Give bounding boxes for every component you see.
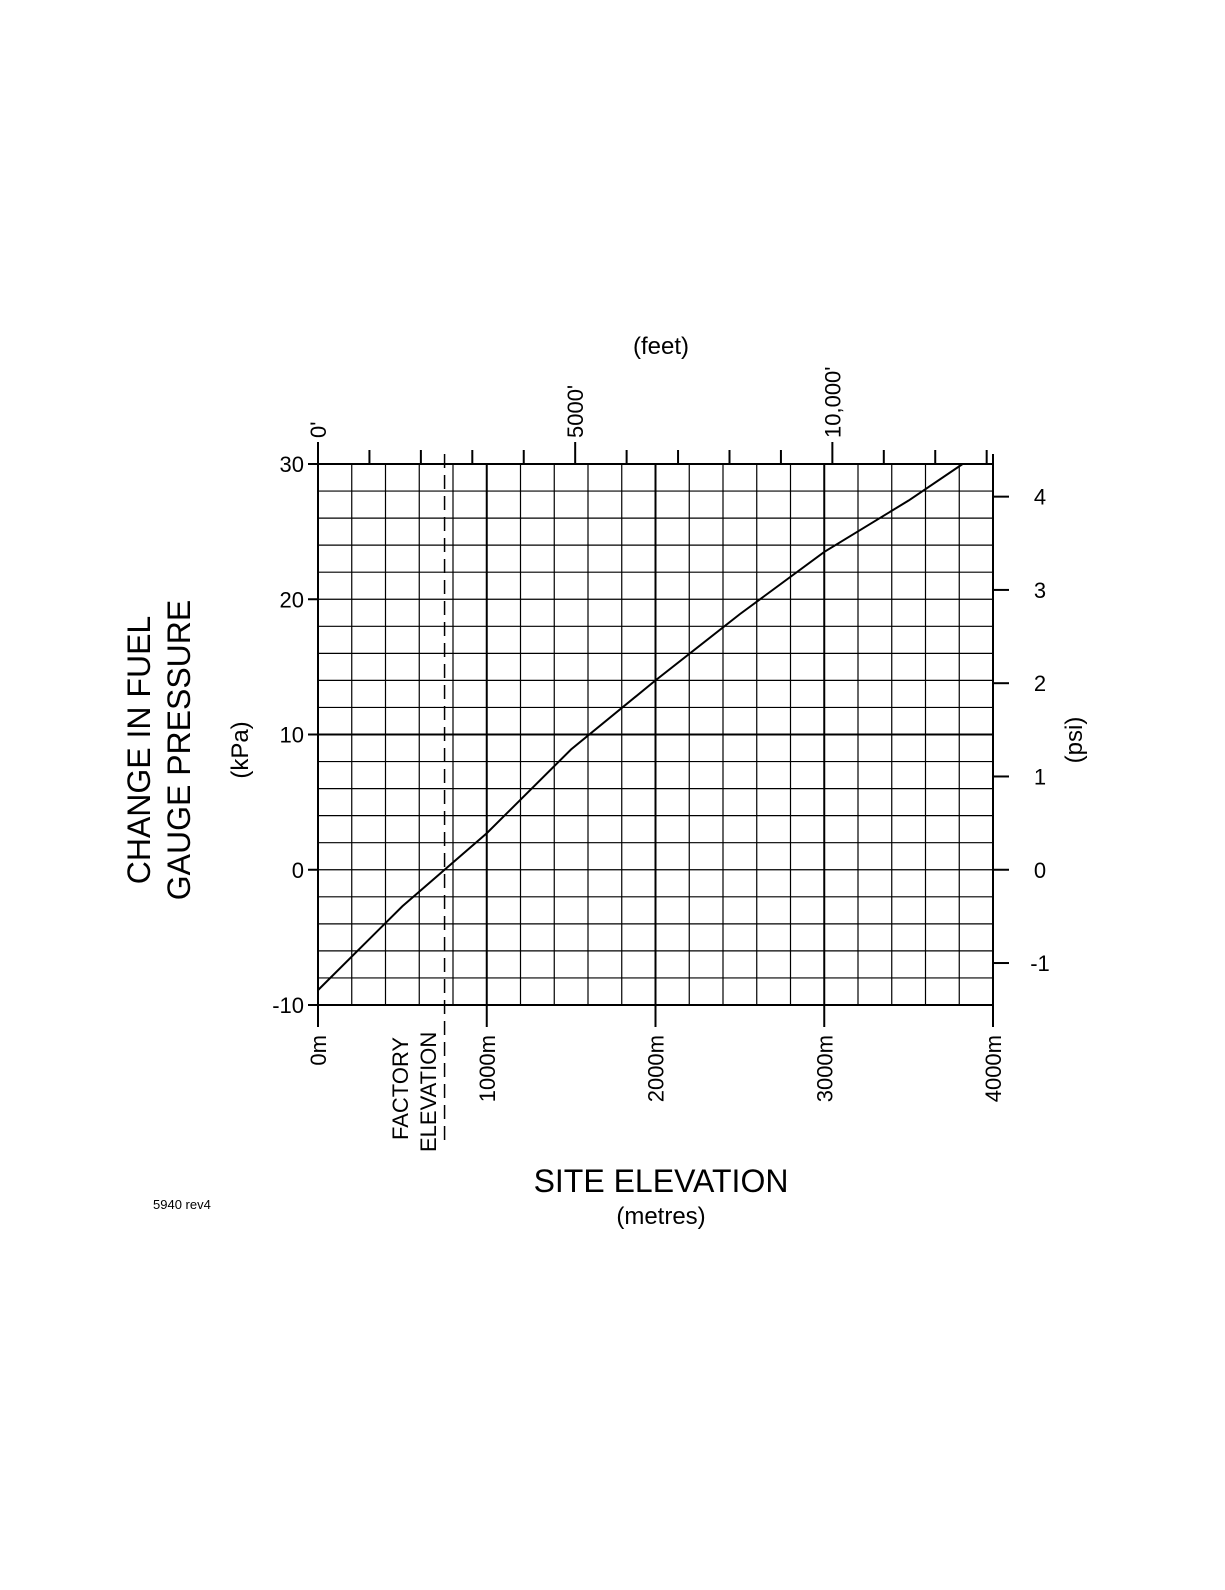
y-label: CHANGE IN FUEL [121, 616, 157, 884]
y-tick-label: 20 [280, 587, 304, 612]
x-tick-label: 1000m [475, 1035, 500, 1102]
y-label: GAUGE PRESSURE [161, 600, 197, 901]
y2-tick-label: 4 [1034, 485, 1046, 510]
y2-unit: (psi) [1061, 717, 1088, 764]
y2-tick-label: 0 [1034, 858, 1046, 883]
x-tick-label: 2000m [644, 1035, 669, 1102]
y-tick-label: 30 [280, 452, 304, 477]
x-tick-label: 4000m [981, 1035, 1006, 1102]
footnote: 5940 rev4 [153, 1197, 211, 1212]
annotation: ELEVATION [416, 1032, 441, 1152]
y-tick-label: 0 [292, 858, 304, 883]
x2-tick-label: 5000' [563, 385, 588, 438]
x2-unit: (feet) [633, 333, 689, 360]
y2-tick-label: -1 [1030, 951, 1050, 976]
y-tick-label: -10 [272, 993, 304, 1018]
y-unit: (kPa) [227, 721, 254, 778]
x-tick-label: 0m [306, 1035, 331, 1066]
x-label: SITE ELEVATION [534, 1163, 789, 1199]
x-tick-label: 3000m [812, 1035, 837, 1102]
y2-tick-label: 2 [1034, 671, 1046, 696]
annotation: FACTORY [388, 1037, 413, 1140]
y2-tick-label: 3 [1034, 578, 1046, 603]
x-unit: (metres) [616, 1203, 705, 1230]
y-tick-label: 10 [280, 723, 304, 748]
x2-tick-label: 10,000' [820, 367, 845, 439]
x2-tick-label: 0' [306, 422, 331, 438]
series-line [317, 463, 964, 991]
y2-tick-label: 1 [1034, 764, 1046, 789]
